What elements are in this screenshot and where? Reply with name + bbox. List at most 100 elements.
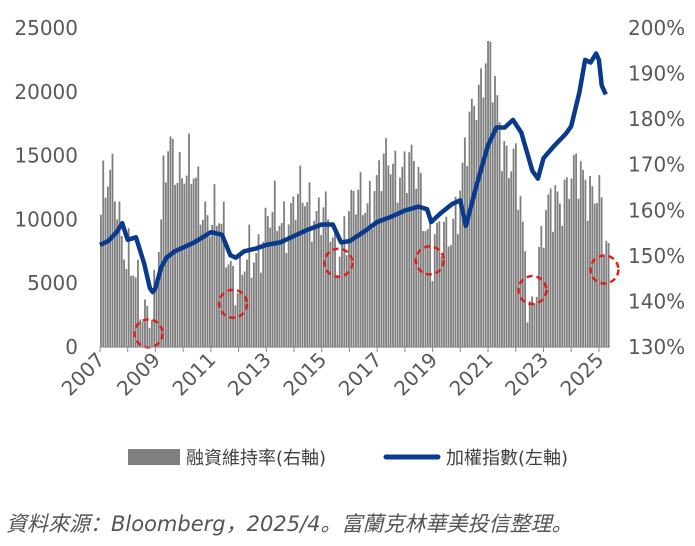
bar [167, 151, 170, 347]
bar [176, 182, 179, 347]
bar [137, 259, 139, 347]
bar [120, 236, 123, 347]
bar [521, 221, 524, 347]
bar [322, 207, 325, 347]
source-note: 資料來源：Bloomberg，2025/4。富蘭克林華美投信整理。 [6, 512, 573, 536]
bar [552, 231, 554, 347]
bar [484, 63, 487, 347]
bar [294, 219, 297, 347]
right-tick-label: 150% [628, 244, 685, 268]
bar [215, 225, 218, 347]
bar [508, 178, 510, 347]
bar [273, 180, 276, 347]
x-tick-label: 2021 [445, 348, 498, 401]
bar [250, 277, 253, 347]
bar [202, 219, 204, 347]
bar [229, 261, 232, 347]
highlight-circle [323, 247, 354, 278]
bar [401, 166, 404, 347]
bar [306, 202, 309, 347]
bar [491, 102, 494, 347]
bar [104, 197, 107, 347]
bar [461, 162, 464, 347]
bar [292, 196, 295, 347]
bar [419, 172, 422, 347]
bar [262, 241, 265, 347]
bar [162, 155, 165, 347]
x-tick-label: 2019 [389, 348, 442, 401]
bar [266, 216, 269, 347]
bar [440, 256, 443, 347]
legend: 融資維持率(右軸) 加權指數(左軸) [128, 448, 568, 469]
legend-bar-swatch [128, 449, 180, 465]
bar [188, 133, 190, 347]
bar [436, 222, 438, 347]
right-tick-label: 140% [628, 289, 685, 313]
left-tick-label: 0 [65, 335, 78, 359]
bar [457, 234, 459, 347]
bar [568, 198, 571, 347]
bar [155, 284, 158, 347]
bar [373, 191, 376, 347]
bar [482, 97, 485, 347]
bar [533, 303, 536, 347]
bar [603, 255, 605, 347]
bar [528, 301, 531, 347]
bar [320, 235, 323, 347]
bar [232, 265, 234, 347]
bar [134, 277, 137, 347]
bar [403, 151, 406, 347]
bar [208, 236, 211, 347]
bar [213, 184, 216, 347]
bar [259, 272, 262, 347]
bar [278, 225, 281, 347]
bar [579, 161, 582, 347]
bar [352, 191, 355, 347]
bar [130, 275, 132, 347]
x-tick-label: 2023 [500, 348, 553, 401]
bar [123, 259, 125, 347]
bar [561, 225, 564, 347]
bar [355, 214, 357, 347]
bar [174, 184, 176, 347]
right-tick-label: 190% [628, 62, 685, 86]
bar [324, 191, 327, 347]
bar [501, 171, 503, 347]
bar [600, 197, 603, 347]
bar [102, 160, 105, 347]
left-axis-ticks: 0 5000 10000 15000 20000 25000 [14, 16, 78, 359]
bar [255, 253, 258, 347]
bar [139, 319, 142, 347]
x-tick-label: 2017 [334, 348, 387, 401]
bar [331, 237, 334, 347]
bar [241, 274, 244, 347]
bar [408, 152, 411, 347]
right-tick-label: 200% [628, 16, 685, 40]
bar [183, 183, 186, 347]
bar [496, 95, 499, 347]
right-tick-label: 170% [628, 153, 685, 177]
bar [334, 225, 336, 347]
left-tick-label: 25000 [14, 16, 78, 40]
bar [477, 84, 480, 348]
bar [227, 264, 230, 347]
bar [304, 206, 306, 347]
bar [366, 203, 369, 347]
bar [243, 271, 246, 347]
bar [589, 175, 591, 347]
bar [570, 178, 573, 347]
bar [127, 228, 130, 347]
bar [206, 215, 209, 347]
bar [197, 166, 200, 347]
bar [582, 169, 584, 347]
bar [450, 245, 452, 347]
bar [475, 120, 478, 347]
bar [586, 220, 589, 347]
bar [470, 98, 473, 348]
bar [524, 251, 527, 347]
bar [433, 234, 436, 347]
bar [169, 136, 172, 347]
bar [153, 269, 156, 347]
bar [412, 161, 415, 347]
